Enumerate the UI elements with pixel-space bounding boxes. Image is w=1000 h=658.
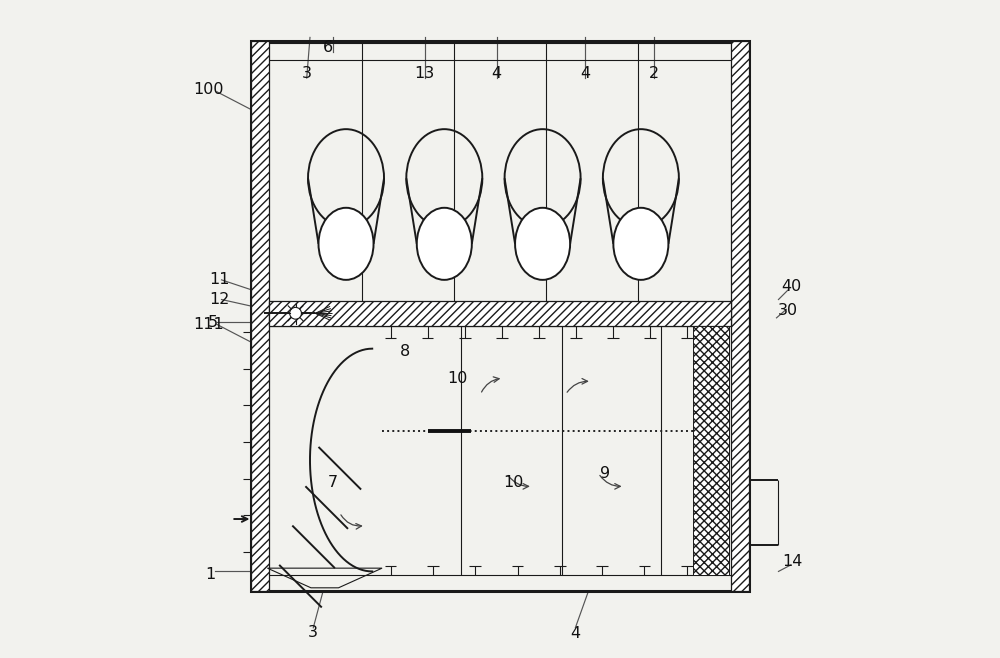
Ellipse shape — [319, 208, 374, 280]
Text: 8: 8 — [400, 344, 410, 359]
Ellipse shape — [417, 208, 472, 280]
Text: 4: 4 — [492, 66, 502, 81]
Text: 10: 10 — [447, 370, 468, 386]
Text: 9: 9 — [600, 466, 610, 480]
Bar — [269, 301, 731, 326]
Text: 4: 4 — [570, 626, 580, 641]
Text: 3: 3 — [302, 66, 312, 81]
Text: 40: 40 — [781, 279, 802, 294]
Text: 11: 11 — [209, 272, 230, 288]
Text: 10: 10 — [503, 476, 523, 490]
Bar — [251, 41, 749, 591]
Text: 100: 100 — [193, 82, 224, 97]
Text: 4: 4 — [580, 66, 590, 81]
Text: 14: 14 — [783, 554, 803, 569]
Text: 1: 1 — [205, 567, 216, 582]
Text: 2: 2 — [649, 66, 659, 81]
Ellipse shape — [515, 208, 570, 280]
Bar — [693, 326, 729, 574]
Bar — [731, 41, 749, 591]
Text: 30: 30 — [778, 303, 798, 318]
Text: 12: 12 — [209, 292, 230, 307]
Bar — [251, 41, 269, 591]
Ellipse shape — [613, 208, 668, 280]
Text: 6: 6 — [323, 39, 333, 55]
Text: 3: 3 — [308, 625, 318, 640]
Text: 5: 5 — [208, 315, 218, 330]
Circle shape — [290, 307, 301, 319]
Text: 111: 111 — [193, 317, 224, 332]
Text: 13: 13 — [415, 66, 435, 81]
Text: 7: 7 — [328, 476, 338, 490]
